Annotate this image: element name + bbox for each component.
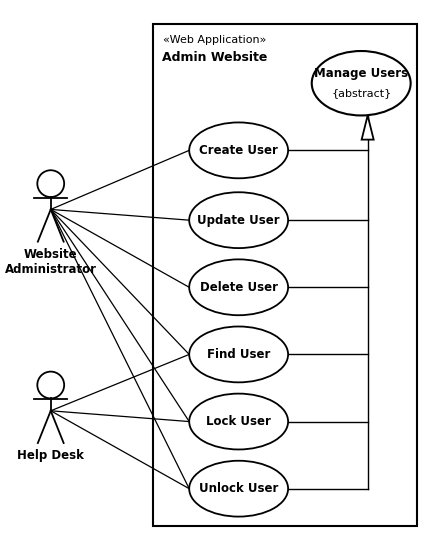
Ellipse shape <box>189 394 288 449</box>
Text: Create User: Create User <box>199 144 278 157</box>
Text: {abstract}: {abstract} <box>331 88 391 98</box>
Text: Delete User: Delete User <box>200 281 278 294</box>
Text: Find User: Find User <box>207 348 270 361</box>
Polygon shape <box>362 115 374 140</box>
Text: «Web Application»: «Web Application» <box>163 35 267 45</box>
Ellipse shape <box>189 461 288 517</box>
Bar <box>153 24 417 526</box>
Ellipse shape <box>189 259 288 315</box>
Ellipse shape <box>189 122 288 178</box>
Ellipse shape <box>189 326 288 382</box>
Text: Admin Website: Admin Website <box>162 51 268 64</box>
Text: Lock User: Lock User <box>206 415 271 428</box>
Ellipse shape <box>189 192 288 248</box>
Text: Update User: Update User <box>197 214 280 227</box>
Text: Unlock User: Unlock User <box>199 482 278 495</box>
Ellipse shape <box>312 51 411 115</box>
Text: Website
Administrator: Website Administrator <box>5 248 97 276</box>
Text: Manage Users: Manage Users <box>314 67 408 80</box>
Text: Help Desk: Help Desk <box>17 449 84 462</box>
